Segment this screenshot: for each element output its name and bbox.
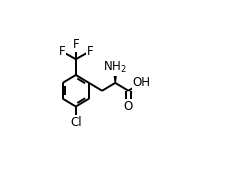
Text: F: F	[58, 45, 65, 58]
Text: NH$_2$: NH$_2$	[103, 60, 127, 75]
Text: F: F	[87, 45, 93, 58]
Text: F: F	[73, 38, 79, 51]
Text: Cl: Cl	[70, 116, 82, 129]
Text: OH: OH	[132, 76, 150, 89]
Polygon shape	[113, 67, 117, 83]
Text: O: O	[124, 100, 133, 113]
